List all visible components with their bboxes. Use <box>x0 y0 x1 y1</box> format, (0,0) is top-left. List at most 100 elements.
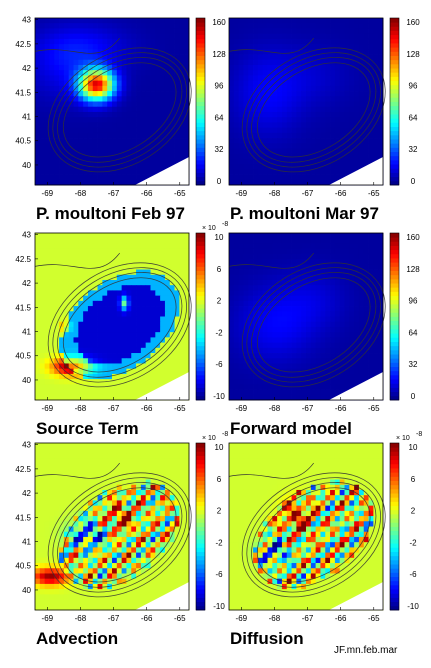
heatmap-cell <box>334 373 341 380</box>
heatmap-cell <box>344 158 350 165</box>
heatmap-cell <box>296 316 302 323</box>
heatmap-cell <box>358 274 365 281</box>
heatmap-cell <box>131 505 137 512</box>
heatmap-cell <box>112 75 118 82</box>
heatmap-cell <box>320 75 326 82</box>
heatmap-cell <box>54 169 60 175</box>
heatmap-cell <box>63 521 70 527</box>
heatmap-cell <box>277 164 283 170</box>
colorbar-segment <box>196 362 205 368</box>
heatmap-cell <box>344 18 350 24</box>
heatmap-cell <box>184 505 190 512</box>
heatmap-cell <box>83 179 89 186</box>
heatmap-cell <box>184 233 190 239</box>
heatmap-cell <box>169 253 175 260</box>
heatmap-cell <box>44 326 50 333</box>
heatmap-cell <box>92 127 98 134</box>
heatmap-cell <box>262 174 268 181</box>
heatmap-cell <box>373 80 379 87</box>
heatmap-cell <box>78 510 84 517</box>
heatmap-cell <box>83 143 89 149</box>
heatmap-cell <box>145 158 151 165</box>
heatmap-cell <box>253 279 259 286</box>
heatmap-cell <box>73 80 79 87</box>
heatmap-cell <box>116 23 123 29</box>
heatmap-cell <box>78 505 84 512</box>
heatmap-cell <box>73 23 79 29</box>
heatmap-cell <box>306 253 312 260</box>
heatmap-cell <box>233 233 240 239</box>
heatmap-cell <box>83 358 89 364</box>
heatmap-cell <box>83 521 89 527</box>
heatmap-cell <box>354 106 360 113</box>
heatmap-cell <box>121 510 127 517</box>
heatmap-cell <box>39 38 46 45</box>
heatmap-cell <box>116 505 123 512</box>
heatmap-cell <box>68 521 74 527</box>
heatmap-cell <box>112 358 118 364</box>
heatmap-cell <box>63 342 70 349</box>
heatmap-cell <box>373 363 379 370</box>
heatmap-cell <box>83 363 89 370</box>
heatmap-cell <box>35 259 41 265</box>
heatmap-cell <box>39 363 46 370</box>
heatmap-cell <box>339 164 345 170</box>
heatmap-cell <box>49 253 55 260</box>
heatmap-cell <box>243 353 249 359</box>
heatmap-cell <box>330 321 336 328</box>
heatmap-cell <box>267 394 273 401</box>
heatmap-cell <box>63 33 70 40</box>
heatmap-cell <box>296 337 302 343</box>
heatmap-cell <box>83 85 89 92</box>
heatmap-cell <box>238 238 244 244</box>
heatmap-cell <box>184 448 190 454</box>
y-tick-label: 41.5 <box>15 88 31 97</box>
heatmap-cell <box>358 358 365 364</box>
heatmap-cell <box>68 373 74 380</box>
heatmap-cell <box>44 174 50 181</box>
heatmap-cell <box>145 332 151 338</box>
heatmap-cell <box>306 379 312 385</box>
heatmap-cell <box>126 337 132 343</box>
heatmap-cell <box>184 33 190 40</box>
heatmap-cell <box>59 448 65 454</box>
heatmap-cell <box>179 101 185 108</box>
heatmap-cell <box>83 300 89 307</box>
heatmap-cell <box>35 448 41 454</box>
contour-line <box>256 277 371 373</box>
heatmap-cell <box>126 153 132 160</box>
heatmap-cell <box>179 505 185 512</box>
heatmap-cell <box>92 243 98 250</box>
heatmap-cell <box>248 153 254 160</box>
heatmap-cell <box>150 306 156 312</box>
heatmap-cell <box>136 264 142 270</box>
heatmap-cell <box>238 337 244 343</box>
heatmap-cell <box>169 368 175 375</box>
heatmap-cell <box>286 33 292 40</box>
heatmap-cell <box>49 122 55 128</box>
heatmap-cell <box>136 248 142 255</box>
heatmap-cell <box>243 106 249 113</box>
heatmap-cell <box>83 505 89 512</box>
heatmap-cell <box>320 295 326 302</box>
heatmap-cell <box>35 458 41 465</box>
heatmap-cell <box>267 23 273 29</box>
heatmap-cell <box>238 353 244 359</box>
heatmap-cell <box>35 526 41 533</box>
heatmap-cell <box>44 18 50 24</box>
heatmap-cell <box>291 80 297 87</box>
heatmap-cell <box>291 138 297 144</box>
heatmap-cell <box>378 279 384 286</box>
heatmap-cell <box>54 132 60 139</box>
heatmap-cell <box>121 342 127 349</box>
heatmap-cell <box>174 347 180 354</box>
heatmap-cell <box>49 179 55 186</box>
heatmap-cell <box>320 363 326 370</box>
heatmap-cell <box>63 453 70 460</box>
heatmap-cell <box>49 311 55 317</box>
heatmap-cell <box>44 80 50 87</box>
heatmap-cell <box>97 321 103 328</box>
heatmap-cell <box>92 238 98 244</box>
heatmap-cell <box>112 164 118 170</box>
heatmap-cell <box>131 28 137 35</box>
